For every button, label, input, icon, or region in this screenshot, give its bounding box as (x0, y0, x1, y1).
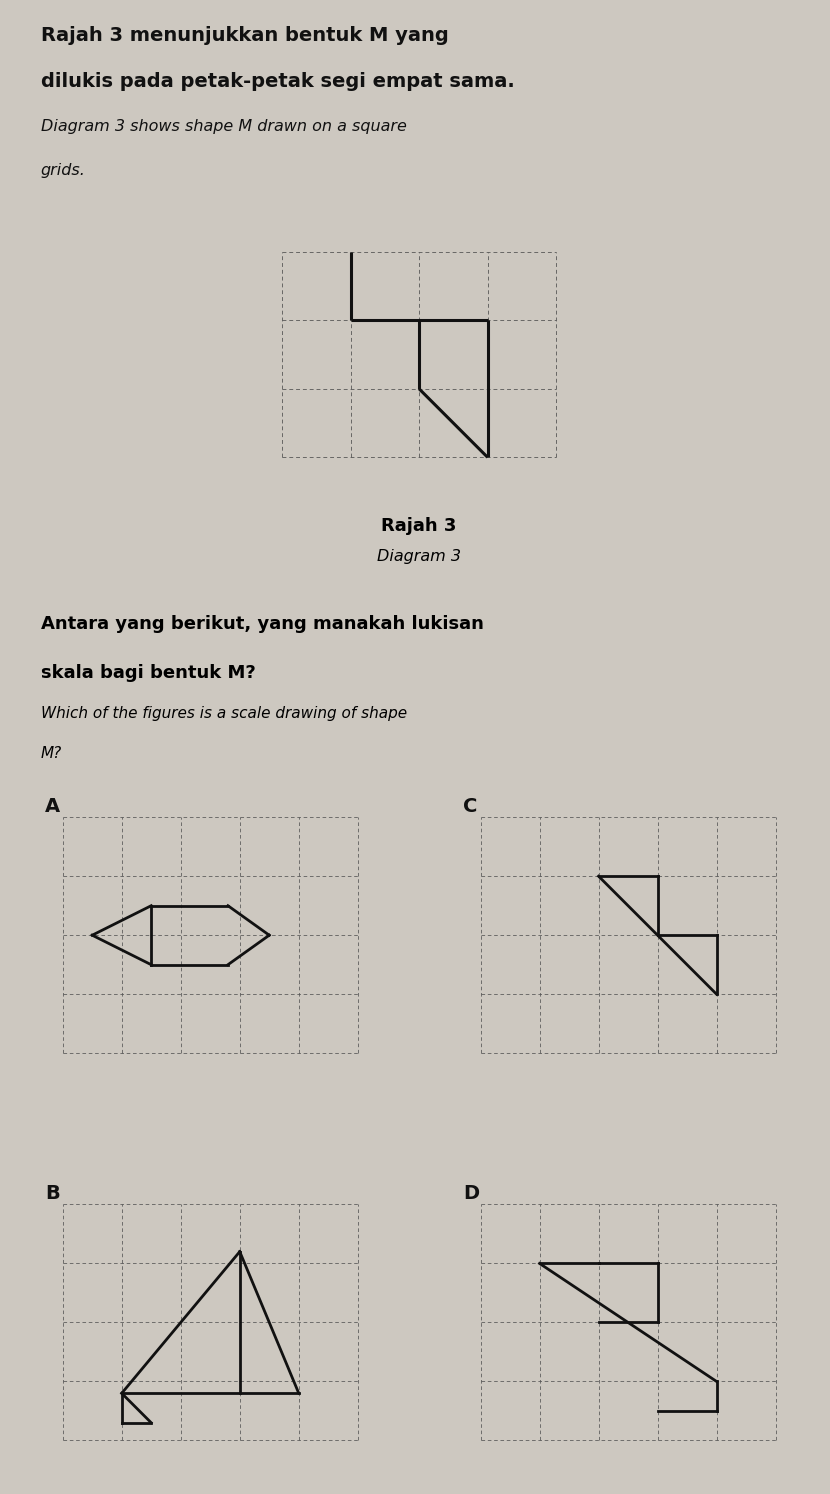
Text: M?: M? (41, 746, 62, 760)
Text: dilukis pada petak-petak segi empat sama.: dilukis pada petak-petak segi empat sama… (41, 72, 515, 91)
Text: skala bagi bentuk M?: skala bagi bentuk M? (41, 663, 256, 681)
Text: Rajah 3 menunjukkan bentuk M yang: Rajah 3 menunjukkan bentuk M yang (41, 25, 449, 45)
Text: Rajah 3: Rajah 3 (382, 517, 456, 535)
Text: D: D (463, 1183, 479, 1203)
Text: Diagram 3: Diagram 3 (377, 550, 461, 565)
Text: Diagram 3 shows shape M drawn on a square: Diagram 3 shows shape M drawn on a squar… (41, 120, 407, 134)
Text: grids.: grids. (41, 163, 85, 178)
Text: Antara yang berikut, yang manakah lukisan: Antara yang berikut, yang manakah lukisa… (41, 616, 484, 633)
Text: C: C (463, 796, 477, 816)
Text: B: B (45, 1183, 60, 1203)
Text: A: A (45, 796, 60, 816)
Text: Which of the figures is a scale drawing of shape: Which of the figures is a scale drawing … (41, 707, 407, 722)
